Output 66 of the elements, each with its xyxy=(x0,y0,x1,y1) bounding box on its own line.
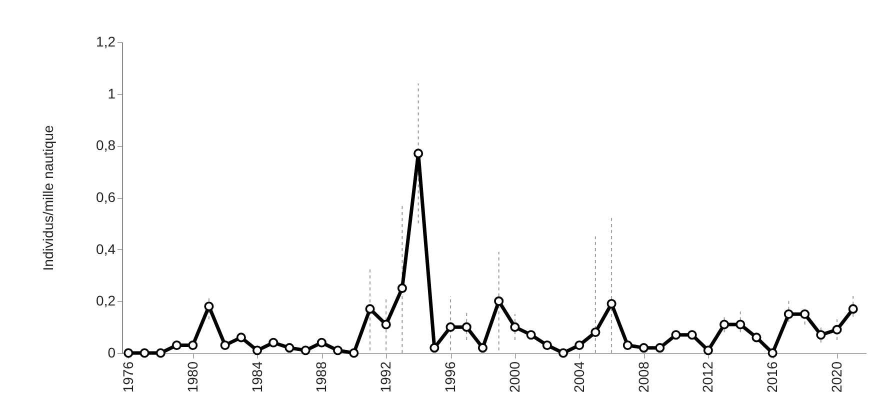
point xyxy=(703,346,713,356)
point xyxy=(687,330,697,340)
x-tick-label: 2016 xyxy=(764,361,780,393)
point xyxy=(220,340,230,350)
point xyxy=(671,330,681,340)
point xyxy=(236,332,246,342)
point xyxy=(638,343,649,353)
point xyxy=(172,340,182,350)
x-tick-label: 1988 xyxy=(313,361,330,393)
point xyxy=(414,148,424,158)
point xyxy=(784,309,794,319)
x-tick-label: 2008 xyxy=(635,361,652,393)
point xyxy=(300,346,310,356)
x-tick-label: 1992 xyxy=(378,361,394,393)
point xyxy=(494,296,504,306)
point xyxy=(478,343,488,353)
x-tick-label: 1996 xyxy=(442,361,458,393)
point xyxy=(140,348,150,358)
point xyxy=(800,309,810,319)
x-tick-label: 1984 xyxy=(248,361,265,393)
point xyxy=(558,348,568,358)
x-tick-label: 2012 xyxy=(700,361,716,393)
point xyxy=(542,340,552,350)
point xyxy=(622,340,632,350)
point xyxy=(430,343,440,353)
point xyxy=(252,346,262,356)
point xyxy=(204,302,214,312)
point xyxy=(188,340,198,350)
x-tick-label: 1976 xyxy=(120,361,136,393)
point xyxy=(124,348,134,358)
point xyxy=(397,283,407,293)
point xyxy=(832,324,842,334)
point xyxy=(606,298,616,309)
point xyxy=(365,304,375,314)
point xyxy=(574,340,584,350)
point xyxy=(720,320,730,330)
point xyxy=(268,338,278,348)
x-tick-label: 2000 xyxy=(506,361,522,393)
point xyxy=(316,338,326,348)
point xyxy=(333,346,343,356)
point xyxy=(462,322,472,332)
x-tick-label: 2020 xyxy=(828,361,845,393)
point xyxy=(655,343,665,353)
point xyxy=(156,348,166,358)
y-tick-label: 0,4 xyxy=(96,240,116,257)
point xyxy=(590,328,600,338)
y-tick-label: 0,8 xyxy=(96,137,116,154)
x-tick-label: 2004 xyxy=(570,361,587,393)
point xyxy=(526,330,536,340)
y-tick-label: 1 xyxy=(108,85,116,102)
point xyxy=(349,348,359,358)
point xyxy=(848,304,858,314)
y-tick-label: 1,2 xyxy=(96,34,116,50)
point xyxy=(510,322,520,332)
point xyxy=(816,330,826,340)
y-tick-label: 0 xyxy=(108,344,116,360)
y-tick-label: 0,2 xyxy=(96,292,116,309)
point xyxy=(768,348,778,358)
point xyxy=(446,322,456,332)
point xyxy=(284,343,294,353)
point xyxy=(381,320,391,330)
y-tick-label: 0,6 xyxy=(96,189,116,205)
y-axis-title: Individus/mille nautique xyxy=(40,125,56,271)
point xyxy=(736,320,746,330)
x-tick-label: 1980 xyxy=(184,361,200,393)
point xyxy=(752,332,762,342)
